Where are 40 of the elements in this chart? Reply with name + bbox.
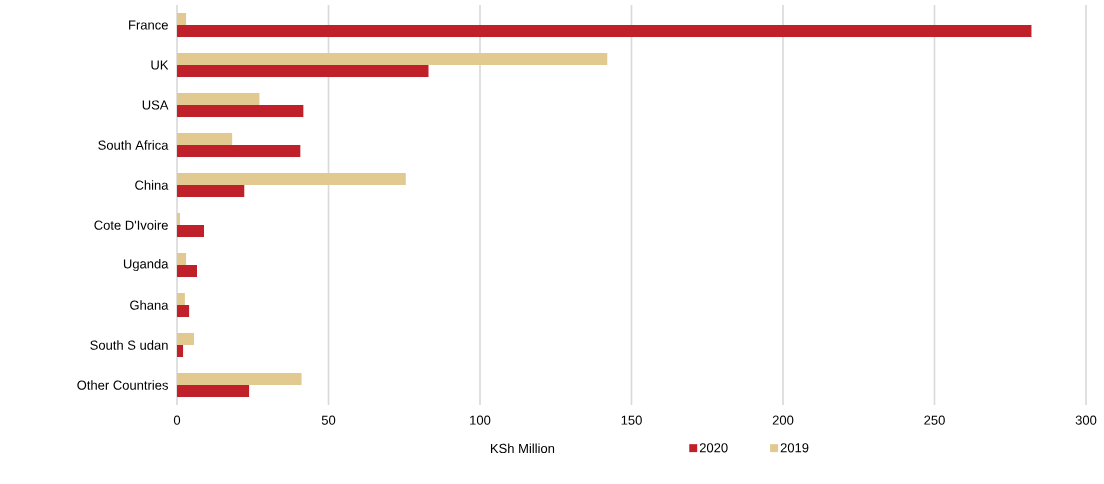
y-tick-label: UK: [151, 60, 169, 70]
y-tick-label: France: [129, 20, 168, 30]
bar: [177, 25, 1032, 37]
x-tick-label: 0: [173, 415, 181, 425]
bar: [177, 384, 250, 397]
bar: [177, 145, 301, 157]
legend-label: 2019: [780, 443, 809, 453]
bar: [177, 93, 260, 105]
y-tick-label: Other Countries: [77, 380, 168, 390]
y-tick-label: South S udan: [90, 340, 168, 350]
y-tick-label: South Africa: [98, 140, 169, 150]
bar: [177, 65, 429, 77]
bar: [177, 225, 204, 237]
bar: [177, 173, 406, 185]
bar: [177, 213, 181, 225]
bar: [177, 344, 184, 357]
y-tick-label: Uganda: [123, 258, 169, 272]
x-tick-label: 200: [772, 415, 794, 425]
y-tick-label: USA: [142, 100, 169, 110]
x-tick-label: 150: [621, 415, 642, 425]
bar: [177, 105, 304, 117]
bar: [177, 264, 198, 277]
bar: [177, 292, 185, 305]
bar: [177, 13, 187, 25]
y-tick-label: China: [135, 180, 169, 190]
bar: [177, 185, 245, 197]
x-tick-label: 100: [470, 415, 491, 425]
x-tick-label: 250: [924, 415, 945, 425]
x-tick-label: 300: [1075, 415, 1097, 425]
bar: [177, 133, 233, 145]
bar: [177, 253, 187, 265]
bar: [177, 53, 608, 65]
y-tick-label: Ghana: [130, 300, 169, 310]
y-tick-label: Cote D'Ivoire: [94, 220, 168, 230]
x-tick-label: 50: [321, 415, 336, 425]
legend-label: 2020: [699, 443, 728, 453]
x-axis-title: KSh Million: [490, 443, 555, 454]
bar: [177, 372, 302, 385]
bar: [177, 304, 190, 317]
bar: [177, 332, 194, 345]
